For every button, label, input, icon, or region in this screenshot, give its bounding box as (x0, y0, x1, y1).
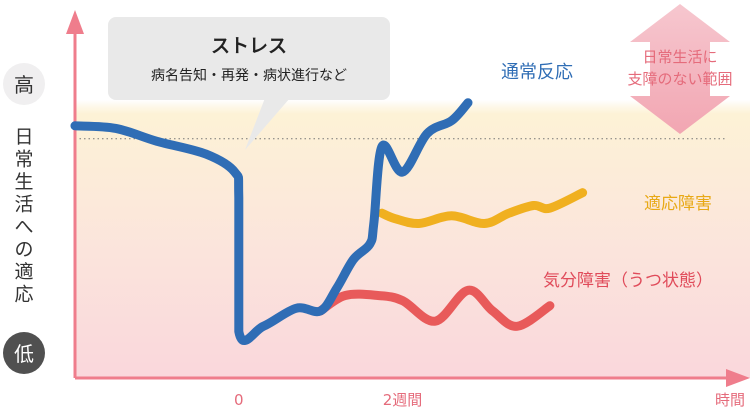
series-layer (70, 98, 588, 345)
x-ticks: 0 2週間 (234, 391, 422, 409)
stress-callout: ストレス 病名告知・再発・病状進行など (108, 17, 390, 150)
y-high-label: 高 (14, 73, 34, 97)
y-axis-label: 日常生活への適応 (14, 126, 33, 306)
callout-subtitle: 病名告知・再発・病状進行など (151, 67, 347, 84)
series-label-mood: 気分障害（うつ状態） (543, 271, 713, 291)
x-axis-arrow-icon (726, 369, 750, 387)
callout-title: ストレス (211, 35, 287, 57)
callout-pointer (245, 98, 290, 150)
range-arrow-label: 日常生活に支障のない範囲 (627, 48, 732, 88)
series-line-normal (70, 98, 473, 345)
series-label-normal: 通常反応 (501, 62, 573, 83)
x-tick-label: 2週間 (383, 391, 423, 409)
series-line-adjustment (377, 188, 588, 229)
series-line-mood (316, 285, 555, 331)
range-arrow: 日常生活に支障のない範囲 (627, 4, 733, 134)
x-tick-label: 0 (234, 391, 244, 409)
y-low-label: 低 (14, 342, 34, 366)
series-label-adjustment: 適応障害 (644, 194, 712, 214)
y-low-marker: 低 (3, 332, 45, 374)
callout-box (108, 17, 390, 100)
y-high-marker: 高 (3, 63, 45, 105)
range-arrow-icon (630, 4, 730, 134)
x-axis-label: 時間 (715, 391, 745, 409)
y-axis-arrow-icon (66, 10, 84, 34)
